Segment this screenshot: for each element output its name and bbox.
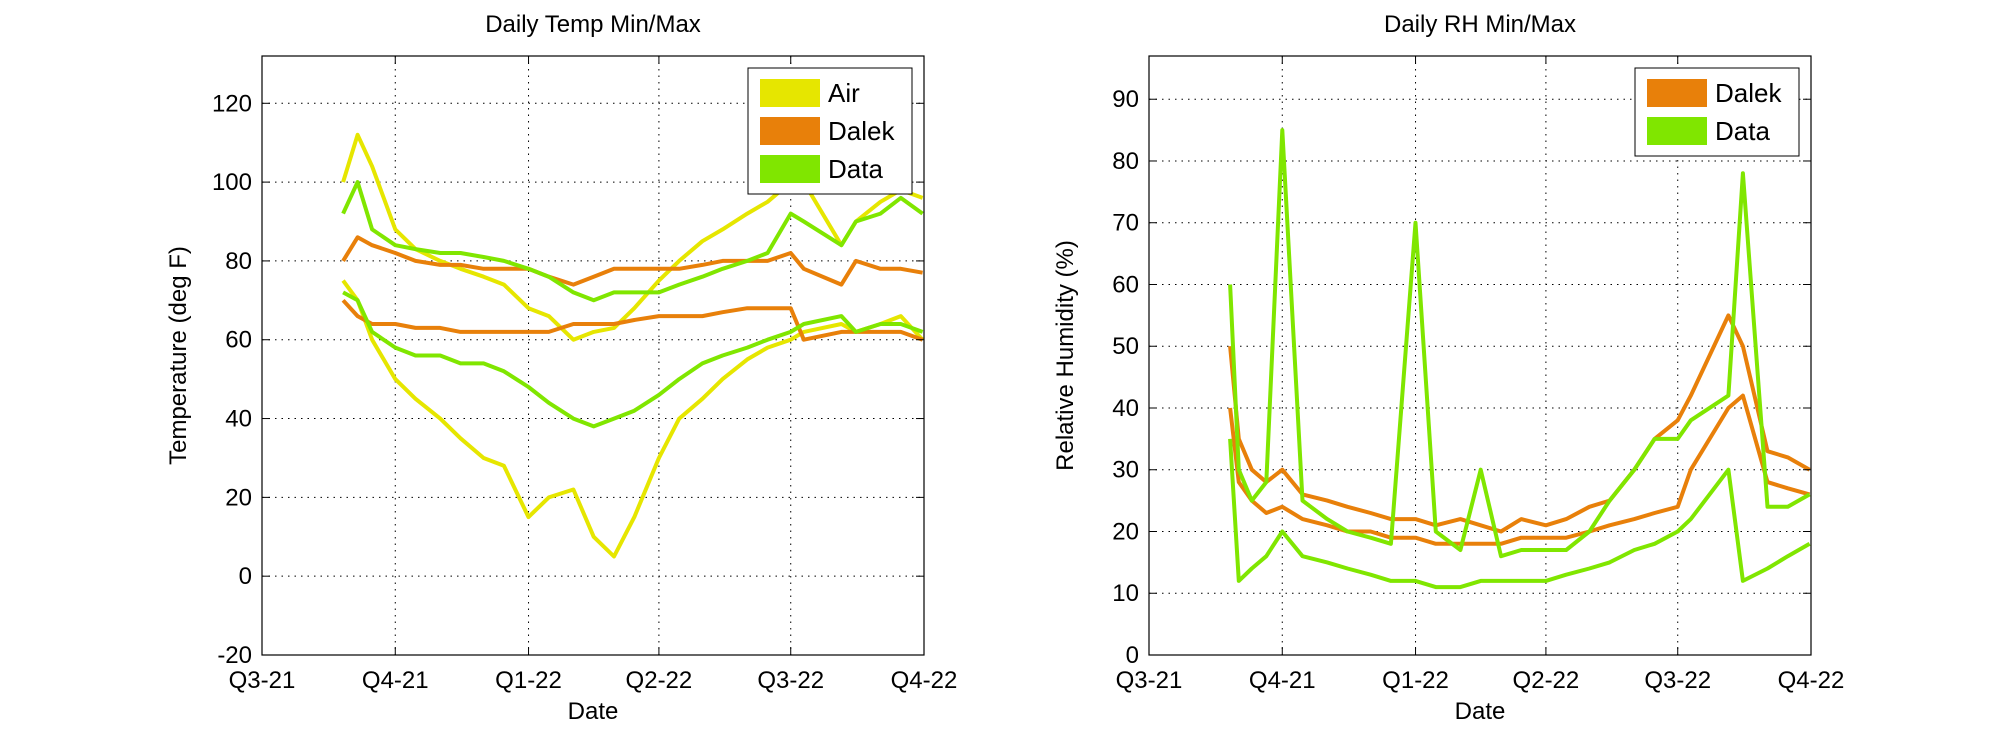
y-tick-label: 10 bbox=[1112, 580, 1139, 607]
y-tick-label: 20 bbox=[1112, 518, 1139, 545]
y-tick-label: 120 bbox=[212, 90, 252, 117]
y-axis-label: Temperature (deg F) bbox=[165, 246, 192, 465]
series-line-air-max bbox=[341, 132, 924, 342]
x-tick-label: Q4-21 bbox=[362, 667, 429, 694]
x-tick-label: Q4-22 bbox=[1778, 667, 1845, 694]
y-tick-label: 80 bbox=[225, 248, 252, 275]
chart-title: Daily RH Min/Max bbox=[1384, 11, 1576, 38]
y-tick-label: 0 bbox=[1126, 642, 1139, 669]
series-line-data-max bbox=[1228, 128, 1811, 559]
x-tick-label: Q2-22 bbox=[626, 667, 693, 694]
legend-label-data: Data bbox=[1715, 116, 1770, 146]
y-tick-label: 40 bbox=[1112, 395, 1139, 422]
series-line-air-min bbox=[341, 279, 925, 559]
x-tick-label: Q4-22 bbox=[891, 667, 958, 694]
x-tick-label: Q3-21 bbox=[229, 667, 296, 694]
x-tick-label: Q4-21 bbox=[1249, 667, 1316, 694]
x-axis-label: Date bbox=[568, 698, 619, 725]
axes-box bbox=[1148, 55, 1812, 656]
y-tick-label: 40 bbox=[225, 406, 252, 433]
y-tick-label: 90 bbox=[1112, 86, 1139, 113]
y-tick-label: 80 bbox=[1112, 148, 1139, 175]
legend: Air Dalek Data bbox=[747, 67, 913, 195]
legend-swatch-air bbox=[760, 79, 820, 107]
series-line-data-max bbox=[341, 180, 924, 303]
y-tick-label: 50 bbox=[1112, 333, 1139, 360]
x-tick-label: Q3-21 bbox=[1116, 667, 1183, 694]
legend-swatch-data bbox=[760, 155, 820, 183]
y-tick-label: -20 bbox=[217, 642, 252, 669]
chart-panel-1: Q3-21 Q4-21 Q1-22 Q2-22 Q3-22 Q4-22 -20 0 20 40 60… bbox=[165, 11, 957, 725]
legend-swatch-dalek bbox=[1647, 79, 1707, 107]
legend-swatch-dalek bbox=[760, 117, 820, 145]
y-tick-label: 0 bbox=[239, 563, 252, 590]
x-tick-label: Q3-22 bbox=[1644, 667, 1711, 694]
legend-label-data: Data bbox=[828, 154, 883, 184]
legend-label-dalek: Dalek bbox=[828, 116, 895, 146]
y-tick-label: 60 bbox=[1112, 271, 1139, 298]
series-line-dalek-min bbox=[341, 298, 924, 342]
y-axis-label: Relative Humidity (%) bbox=[1052, 240, 1079, 471]
series-line-dalek-max bbox=[1228, 313, 1811, 534]
y-tick-label: 20 bbox=[225, 484, 252, 511]
chart-panel-2: Q3-21 Q4-21 Q1-22 Q2-22 Q3-22 Q4-22 0 10 20 30 40 5… bbox=[1052, 11, 1844, 725]
series-line-dalek-max bbox=[341, 235, 923, 287]
x-tick-label: Q2-22 bbox=[1513, 667, 1580, 694]
axes-box bbox=[261, 55, 925, 656]
x-axis-label: Date bbox=[1455, 698, 1506, 725]
legend: Dalek Data bbox=[1634, 67, 1800, 157]
x-tick-label: Q1-22 bbox=[1382, 667, 1449, 694]
x-tick-label: Q1-22 bbox=[495, 667, 562, 694]
legend-label-air: Air bbox=[828, 78, 860, 108]
y-tick-label: 30 bbox=[1112, 457, 1139, 484]
series-line-data-min bbox=[1228, 438, 1811, 590]
series-line-dalek-min bbox=[1228, 393, 1811, 546]
legend-label-dalek: Dalek bbox=[1715, 78, 1782, 108]
y-tick-label: 70 bbox=[1112, 210, 1139, 237]
x-tick-label: Q3-22 bbox=[757, 667, 824, 694]
chart-title: Daily Temp Min/Max bbox=[485, 11, 701, 38]
y-tick-label: 100 bbox=[212, 169, 252, 196]
y-tick-label: 60 bbox=[225, 327, 252, 354]
series-line-data-min bbox=[342, 290, 924, 429]
legend-swatch-data bbox=[1647, 117, 1707, 145]
